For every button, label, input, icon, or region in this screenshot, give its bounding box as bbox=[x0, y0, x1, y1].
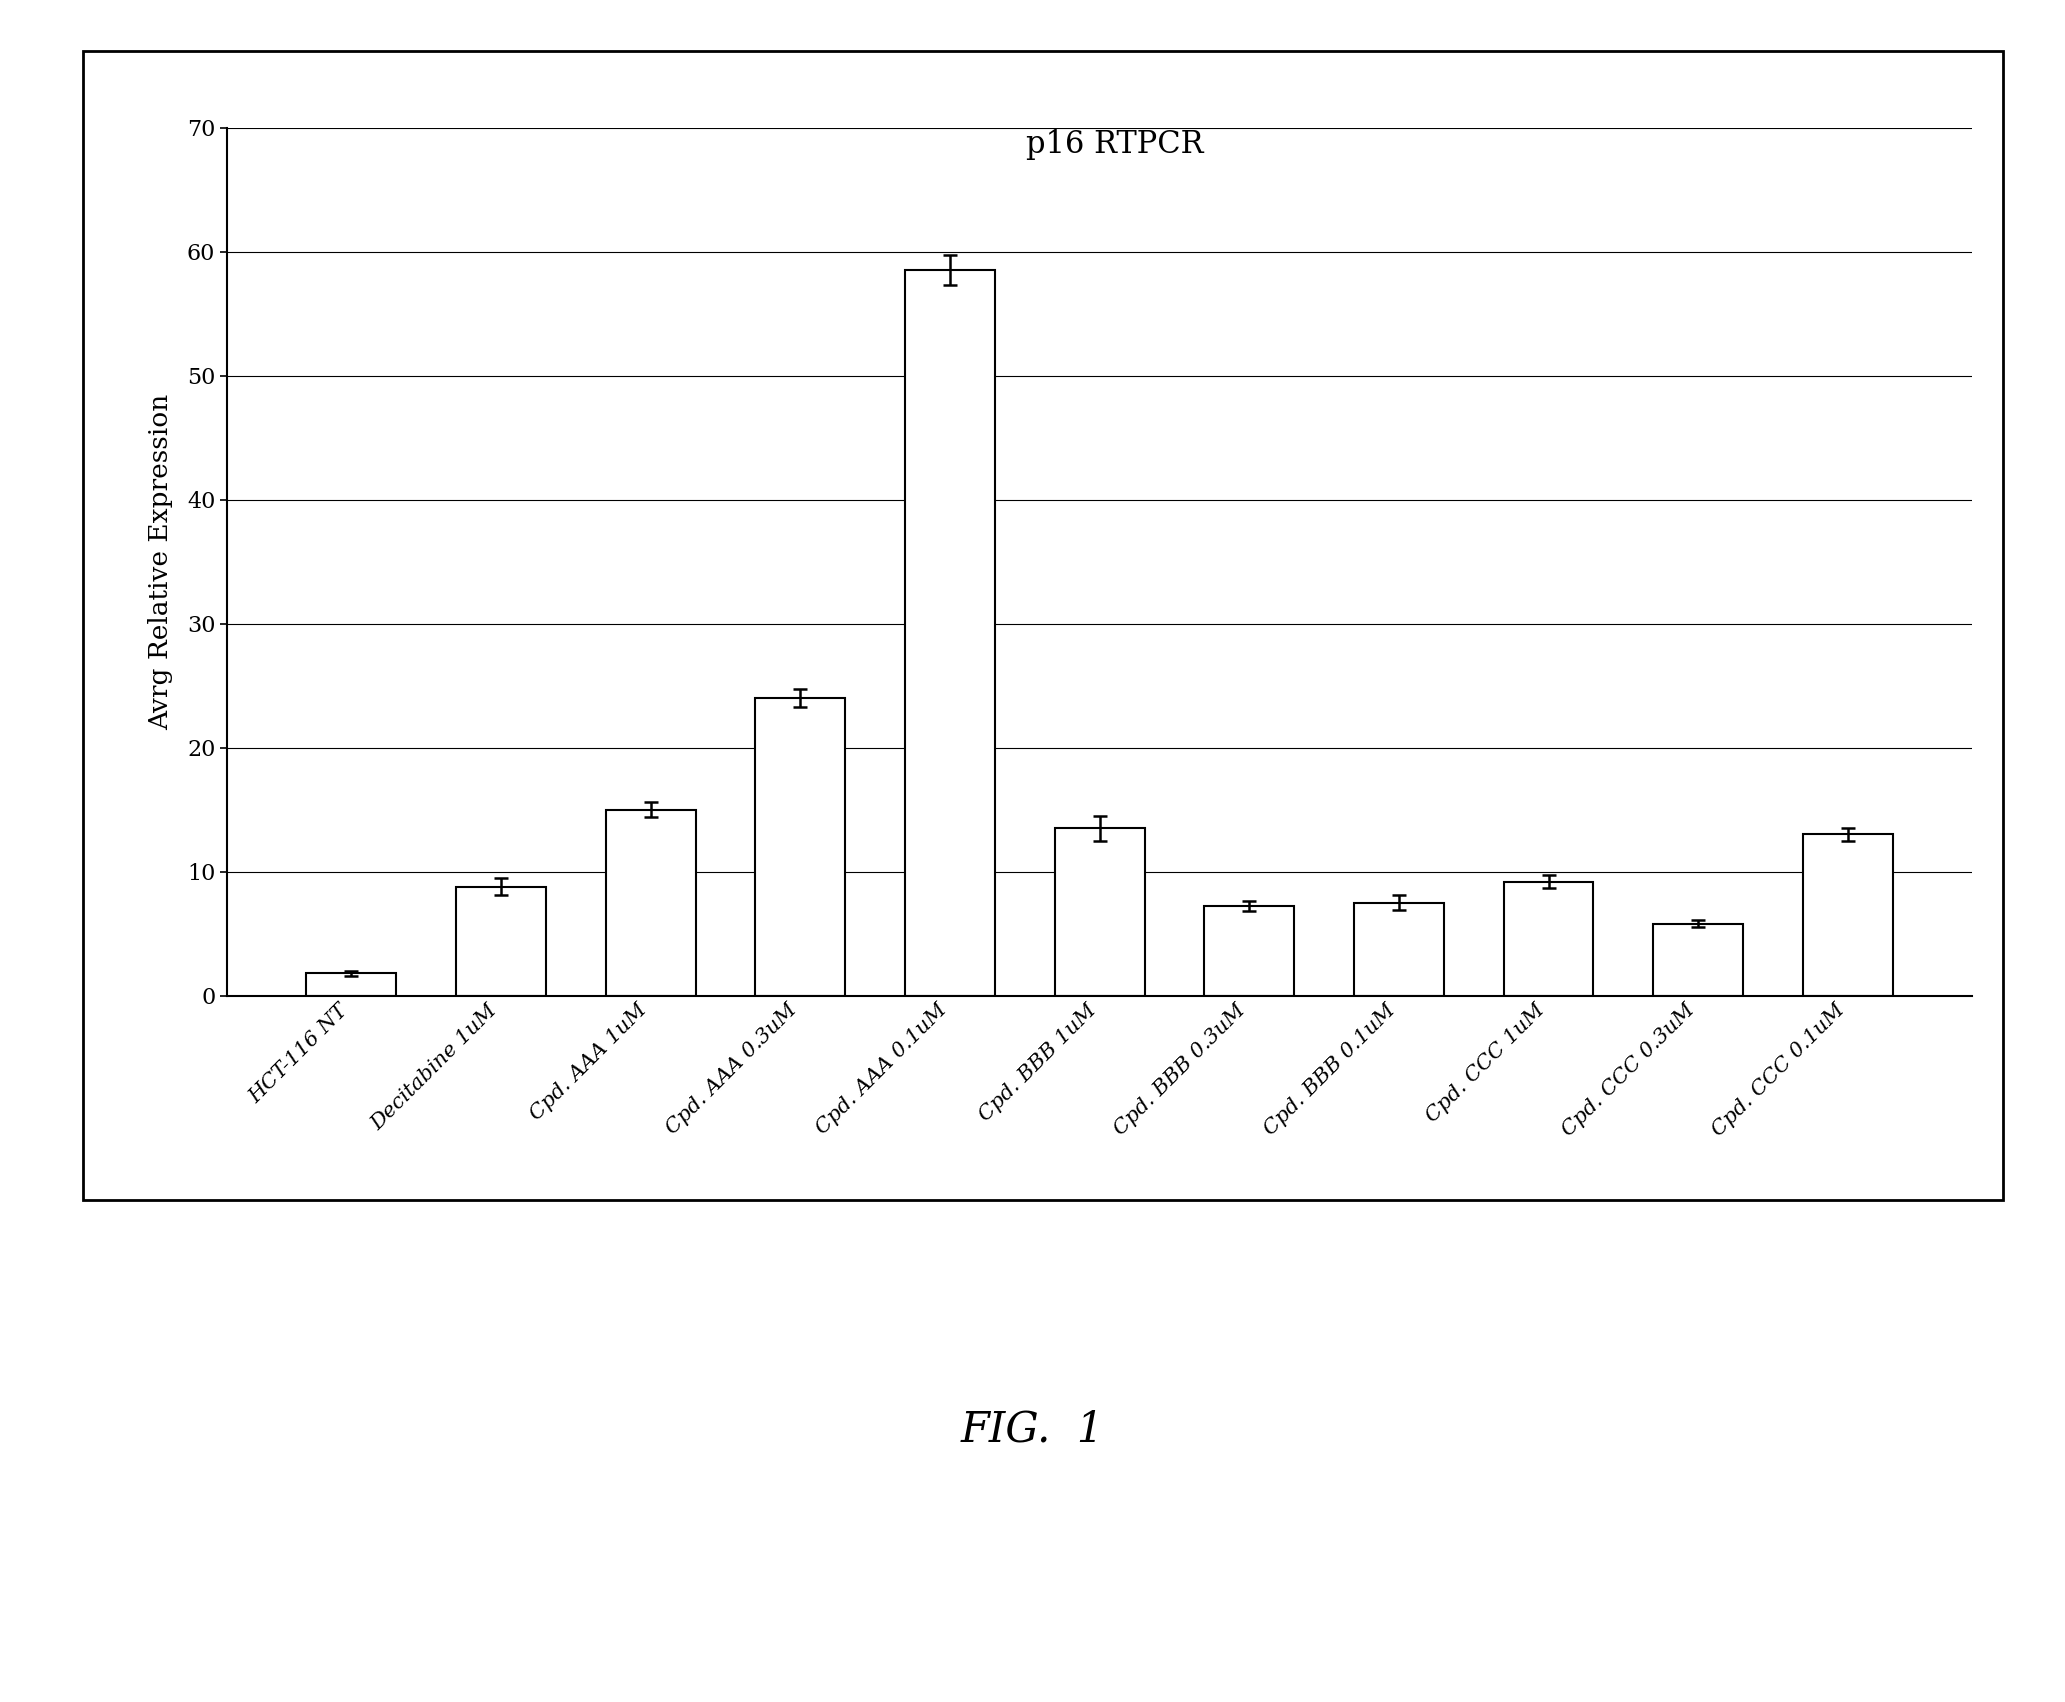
Bar bbox=[1654, 924, 1743, 996]
Text: FIG.  1: FIG. 1 bbox=[960, 1409, 1105, 1450]
Bar bbox=[1803, 834, 1894, 996]
Bar bbox=[904, 271, 995, 996]
Bar bbox=[756, 698, 845, 996]
Y-axis label: Avrg Relative Expression: Avrg Relative Expression bbox=[149, 393, 173, 730]
Text: p16 RTPCR: p16 RTPCR bbox=[1026, 129, 1204, 160]
Bar bbox=[1204, 907, 1295, 996]
Bar bbox=[306, 974, 396, 996]
Bar bbox=[1503, 882, 1594, 996]
Bar bbox=[1055, 829, 1144, 996]
Bar bbox=[456, 887, 545, 996]
Bar bbox=[605, 810, 696, 996]
Bar bbox=[1355, 902, 1443, 996]
